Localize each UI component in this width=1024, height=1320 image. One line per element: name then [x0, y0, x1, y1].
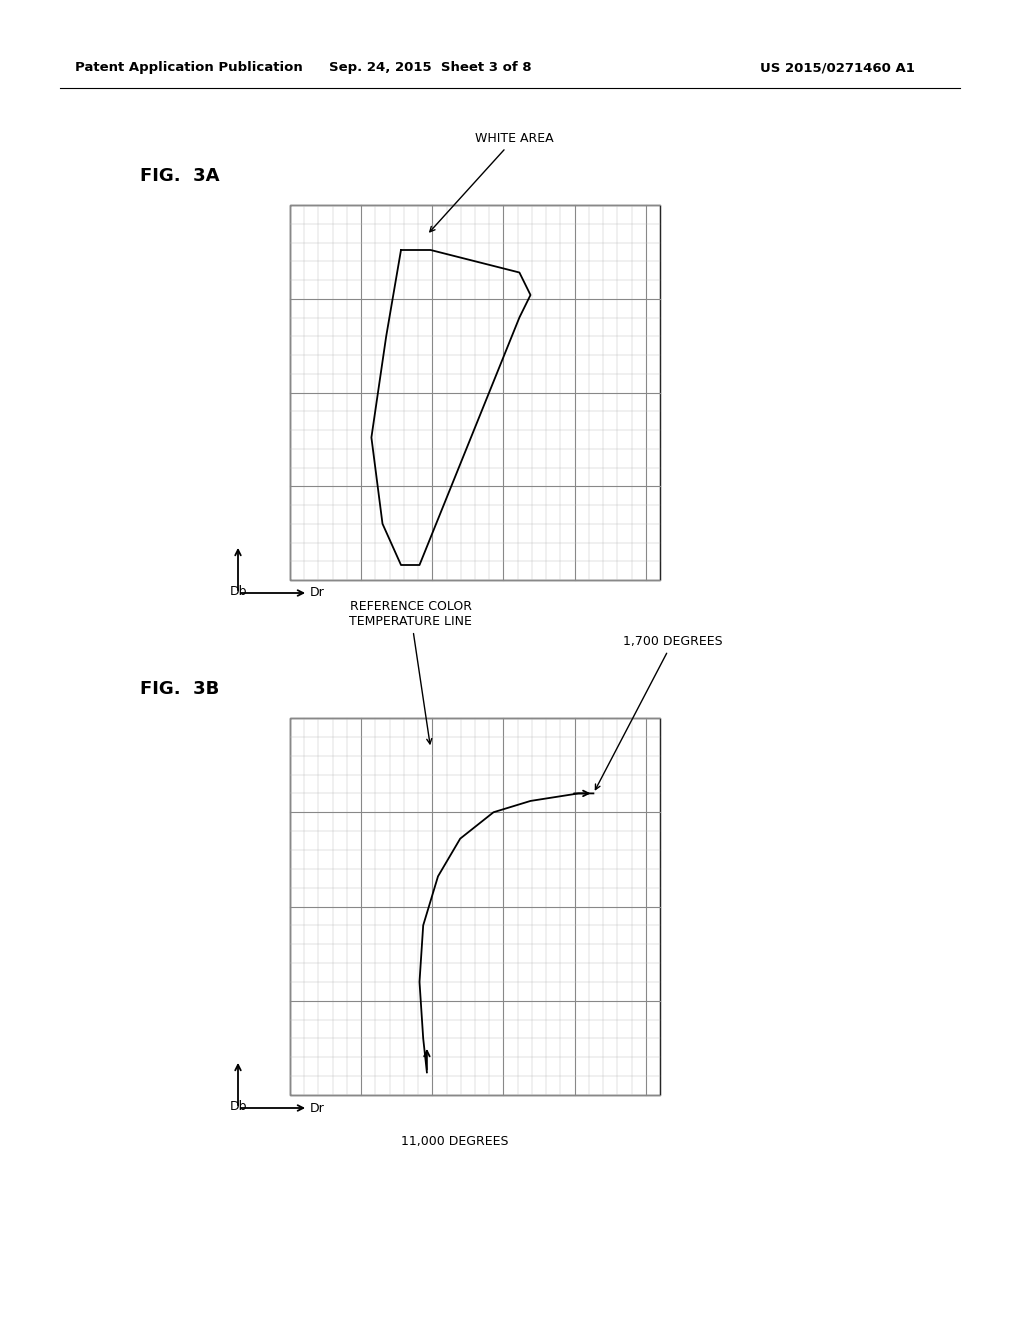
Text: 11,000 DEGREES: 11,000 DEGREES — [401, 1135, 509, 1148]
Text: FIG.  3A: FIG. 3A — [140, 168, 219, 185]
Text: US 2015/0271460 A1: US 2015/0271460 A1 — [760, 62, 914, 74]
Text: Patent Application Publication: Patent Application Publication — [75, 62, 303, 74]
Text: WHITE AREA: WHITE AREA — [430, 132, 554, 232]
Text: Db: Db — [230, 1100, 248, 1113]
Bar — [290, 205, 660, 579]
Text: REFERENCE COLOR
TEMPERATURE LINE: REFERENCE COLOR TEMPERATURE LINE — [349, 601, 472, 744]
Text: 1,700 DEGREES: 1,700 DEGREES — [595, 635, 723, 789]
Text: Db: Db — [230, 585, 248, 598]
Text: Dr: Dr — [310, 1101, 325, 1114]
Text: Sep. 24, 2015  Sheet 3 of 8: Sep. 24, 2015 Sheet 3 of 8 — [329, 62, 531, 74]
Bar — [290, 718, 660, 1096]
Text: FIG.  3B: FIG. 3B — [140, 680, 219, 698]
Text: Dr: Dr — [310, 586, 325, 599]
